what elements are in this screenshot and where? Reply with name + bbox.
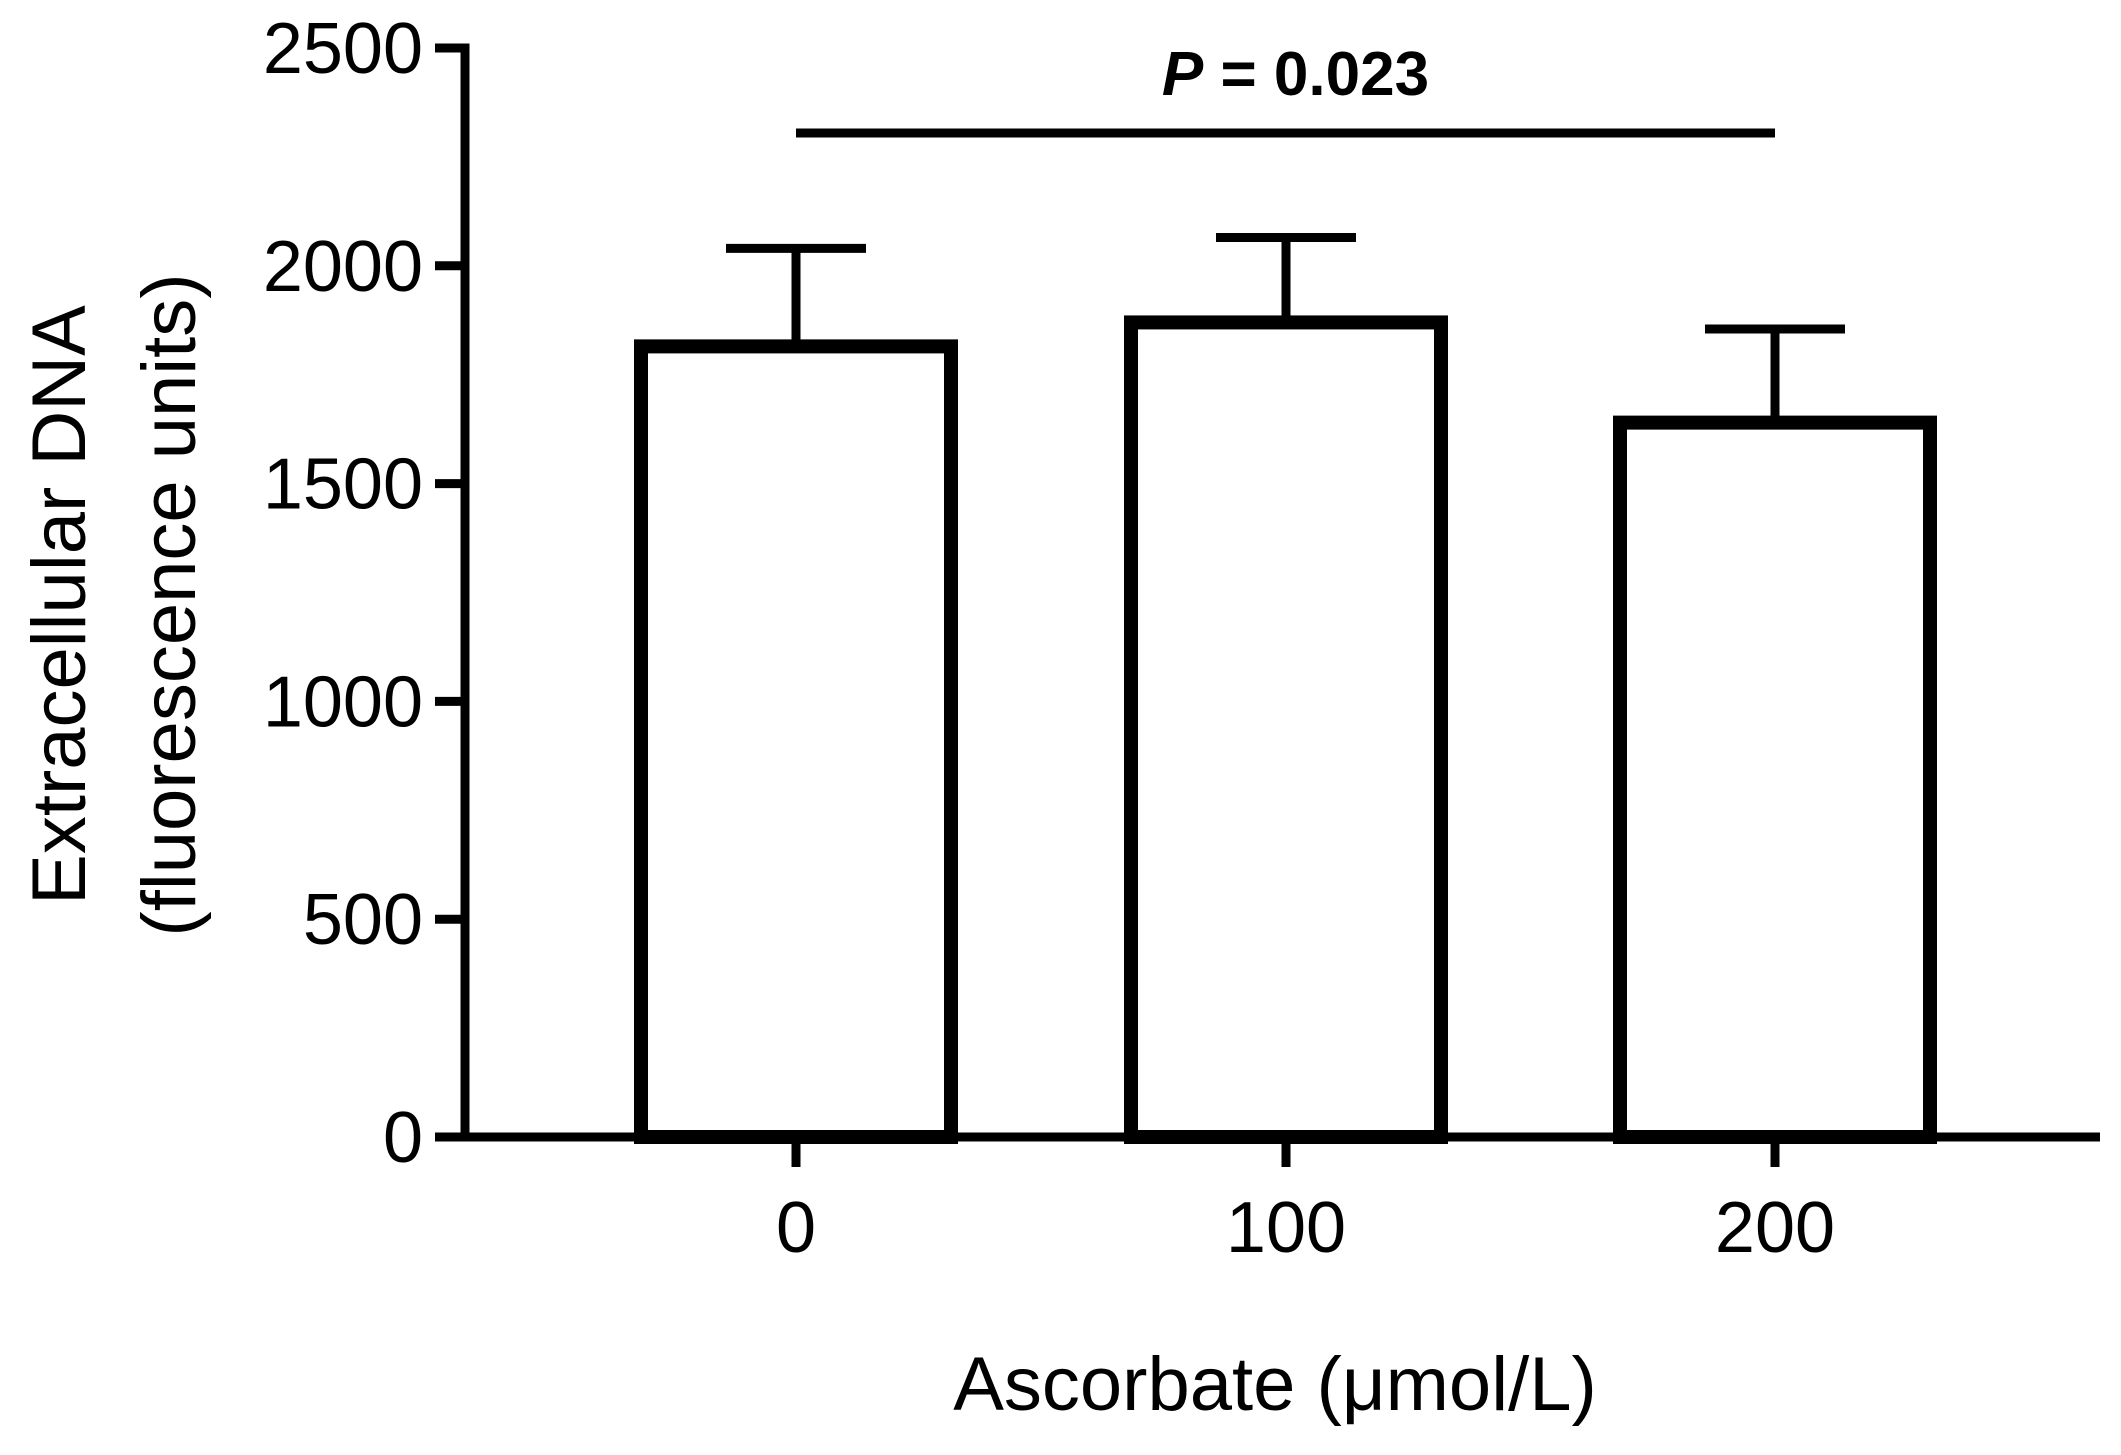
y-axis-title-line-1: Extracellular DNA [17,305,102,905]
x-axis-title: Ascorbate (μmol/L) [953,1342,1597,1427]
y-tick-label: 0 [383,1098,423,1178]
y-axis-title-line-2: (fluorescence units) [127,273,212,936]
y-tick-label: 2500 [263,9,423,89]
x-axis: 0 100 200 [465,1132,2100,1268]
significance-annotation: P = 0.023 [796,40,1775,138]
y-tick-label: 2000 [263,227,423,307]
x-tick-label: 0 [776,1188,816,1268]
y-tick-label: 1000 [263,662,423,742]
y-axis: 0 500 1000 1500 2000 2500 [263,9,470,1178]
p-value-label: P = 0.023 [1162,40,1429,109]
bar [1124,315,1448,1145]
p-value-text: = 0.023 [1203,40,1429,109]
x-tick-label: 100 [1226,1188,1346,1268]
bars [634,232,1937,1145]
bar [634,339,958,1144]
p-symbol: P [1162,40,1204,109]
y-tick-label: 500 [303,880,423,960]
y-tick-label: 1500 [263,445,423,525]
bar [1613,415,1937,1144]
x-tick-label: 200 [1715,1188,1835,1268]
